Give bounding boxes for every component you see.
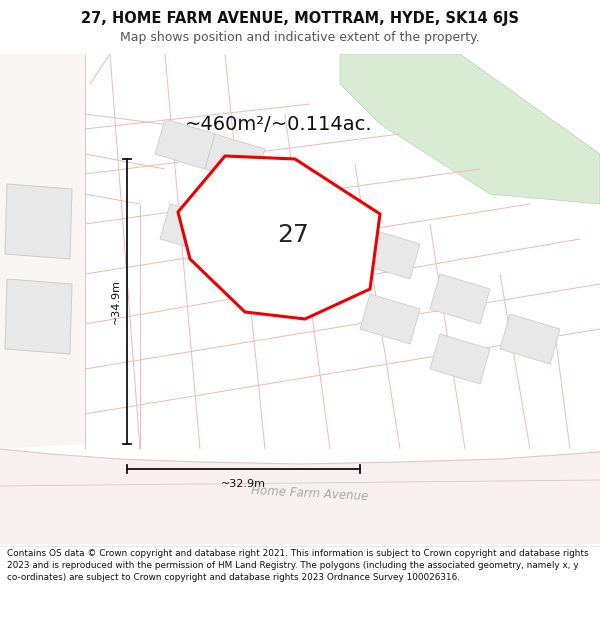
Text: Contains OS data © Crown copyright and database right 2021. This information is : Contains OS data © Crown copyright and d… xyxy=(7,549,589,582)
Polygon shape xyxy=(360,294,420,344)
Polygon shape xyxy=(205,134,265,184)
Text: 27: 27 xyxy=(278,223,310,247)
Polygon shape xyxy=(0,54,600,544)
Polygon shape xyxy=(215,219,280,269)
Polygon shape xyxy=(360,229,420,279)
Polygon shape xyxy=(500,314,560,364)
Text: ~34.9m: ~34.9m xyxy=(111,279,121,324)
Polygon shape xyxy=(430,274,490,324)
Polygon shape xyxy=(5,184,72,259)
Polygon shape xyxy=(178,156,380,319)
Text: 27, HOME FARM AVENUE, MOTTRAM, HYDE, SK14 6JS: 27, HOME FARM AVENUE, MOTTRAM, HYDE, SK1… xyxy=(81,11,519,26)
Polygon shape xyxy=(160,204,225,254)
Text: Map shows position and indicative extent of the property.: Map shows position and indicative extent… xyxy=(120,31,480,44)
Polygon shape xyxy=(0,54,85,449)
Polygon shape xyxy=(0,449,600,544)
Polygon shape xyxy=(155,119,215,169)
Polygon shape xyxy=(430,334,490,384)
Polygon shape xyxy=(340,54,600,204)
Text: ~460m²/~0.114ac.: ~460m²/~0.114ac. xyxy=(185,114,373,134)
Polygon shape xyxy=(5,279,72,354)
Text: ~32.9m: ~32.9m xyxy=(221,479,266,489)
Text: Home Farm Avenue: Home Farm Avenue xyxy=(251,484,369,504)
